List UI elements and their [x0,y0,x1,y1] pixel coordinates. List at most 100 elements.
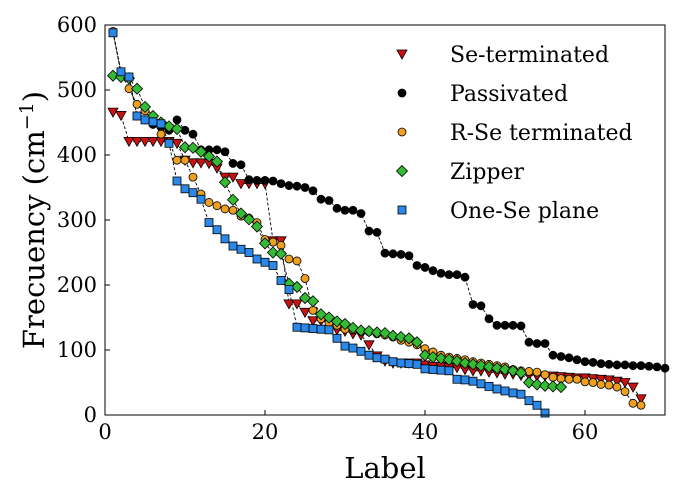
data-point-one-se-plane-49 [492,384,502,394]
data-point-one-se-plane-43 [444,366,454,376]
legend-marker-passivated [397,88,407,98]
data-point-r-se-terminated-61 [588,378,598,387]
data-point-r-se-terminated-9 [172,155,182,165]
data-point-se-terminated-6 [147,136,159,148]
data-point-passivated-16 [228,159,238,168]
y-axis-label-main: Frecuency (cm [17,130,51,349]
data-point-r-se-terminated-63 [604,380,614,390]
legend-marker-se-terminated [396,49,408,60]
data-point-passivated-66 [628,361,638,371]
data-point-zipper-28 [322,311,336,324]
data-point-one-se-plane-34 [372,353,382,363]
data-point-passivated-47 [476,301,486,311]
data-point-passivated-56 [548,350,558,360]
series-points-one-se-plane [108,28,550,418]
data-point-one-se-plane-38 [404,359,414,369]
data-point-zipper-4 [130,82,144,95]
y-tick-label-300: 300 [57,208,97,232]
data-point-r-se-terminated-53 [524,367,534,376]
data-point-passivated-42 [436,268,446,278]
data-point-se-terminated-17 [235,179,247,190]
data-point-one-se-plane-37 [396,358,406,368]
data-point-passivated-21 [268,176,278,186]
data-point-one-se-plane-44 [452,374,462,384]
data-point-zipper-34 [370,326,384,339]
data-point-se-terminated-63 [603,375,615,386]
data-point-r-se-terminated-64 [612,382,622,392]
data-point-one-se-plane-54 [532,400,542,410]
data-point-passivated-29 [332,203,342,213]
data-point-one-se-plane-39 [412,359,422,369]
data-point-passivated-18 [244,175,254,185]
data-point-one-se-plane-17 [236,244,246,254]
series-markers [106,27,670,418]
data-point-r-se-terminated-65 [620,387,630,397]
legend-entry-r-se-terminated: R-Se terminated [397,121,633,146]
data-point-one-se-plane-40 [420,364,430,374]
data-point-zipper-39 [410,336,424,349]
data-point-one-se-plane-8 [164,138,174,148]
y-tick-label-400: 400 [57,143,97,167]
data-point-zipper-11 [186,141,200,154]
data-point-one-se-plane-41 [428,365,438,374]
data-point-se-terminated-66 [627,382,639,393]
data-point-passivated-52 [516,321,526,331]
data-point-se-terminated-2 [115,110,127,122]
data-point-r-se-terminated-67 [636,400,646,410]
legend-entry-passivated: Passivated [397,82,568,107]
x-tick-label-20: 20 [252,420,279,444]
data-point-passivated-43 [444,270,454,280]
data-point-passivated-25 [300,183,310,192]
data-point-zipper-36 [386,329,400,342]
data-point-passivated-49 [492,320,502,330]
data-point-one-se-plane-11 [188,188,198,198]
data-point-r-se-terminated-4 [132,99,142,109]
y-tick-label-200: 200 [57,273,97,297]
data-point-passivated-26 [308,186,318,196]
data-point-passivated-28 [324,196,334,205]
data-point-se-terminated-24 [291,299,303,310]
data-point-zipper-15 [218,176,232,189]
data-point-one-se-plane-31 [348,343,358,353]
data-point-se-terminated-5 [139,136,151,148]
data-point-one-se-plane-46 [468,376,478,386]
data-point-zipper-57 [554,380,568,394]
data-point-passivated-23 [284,181,294,190]
data-point-r-se-terminated-66 [628,398,638,408]
data-point-passivated-62 [596,359,606,369]
data-point-zipper-54 [530,378,544,391]
legend: Se-terminated Passivated R-Se terminated… [395,43,633,224]
data-point-one-se-plane-28 [324,325,334,335]
data-point-passivated-19 [252,175,262,185]
data-point-one-se-plane-13 [204,218,214,228]
legend-entry-zipper: Zipper [395,160,525,185]
data-point-se-terminated-25 [299,307,311,319]
data-point-passivated-10 [180,125,190,135]
data-point-one-se-plane-33 [364,350,374,360]
data-point-passivated-40 [420,263,430,272]
legend-label-r-se-terminated: R-Se terminated [450,121,633,146]
data-point-one-se-plane-3 [124,72,134,82]
data-point-passivated-46 [468,300,478,309]
data-point-one-se-plane-14 [212,225,222,235]
data-point-one-se-plane-2 [116,67,126,77]
data-point-r-se-terminated-26 [308,305,318,315]
data-point-one-se-plane-18 [244,248,254,257]
data-point-zipper-38 [402,332,416,345]
data-point-one-se-plane-6 [148,117,158,127]
data-point-se-terminated-1 [107,107,119,118]
data-point-one-se-plane-45 [460,375,470,385]
data-point-one-se-plane-55 [540,408,550,418]
data-point-passivated-15 [220,147,230,157]
legend-marker-r-se-terminated [397,127,407,137]
data-point-passivated-61 [588,357,598,367]
legend-label-se-terminated: Se-terminated [450,43,609,68]
data-point-passivated-27 [316,194,326,204]
data-point-zipper-43 [442,353,456,366]
data-point-one-se-plane-36 [388,357,398,367]
legend-symbol-passivated [397,88,407,98]
data-point-r-se-terminated-60 [580,377,590,387]
data-point-passivated-9 [172,115,182,125]
data-point-zipper-33 [362,325,376,338]
